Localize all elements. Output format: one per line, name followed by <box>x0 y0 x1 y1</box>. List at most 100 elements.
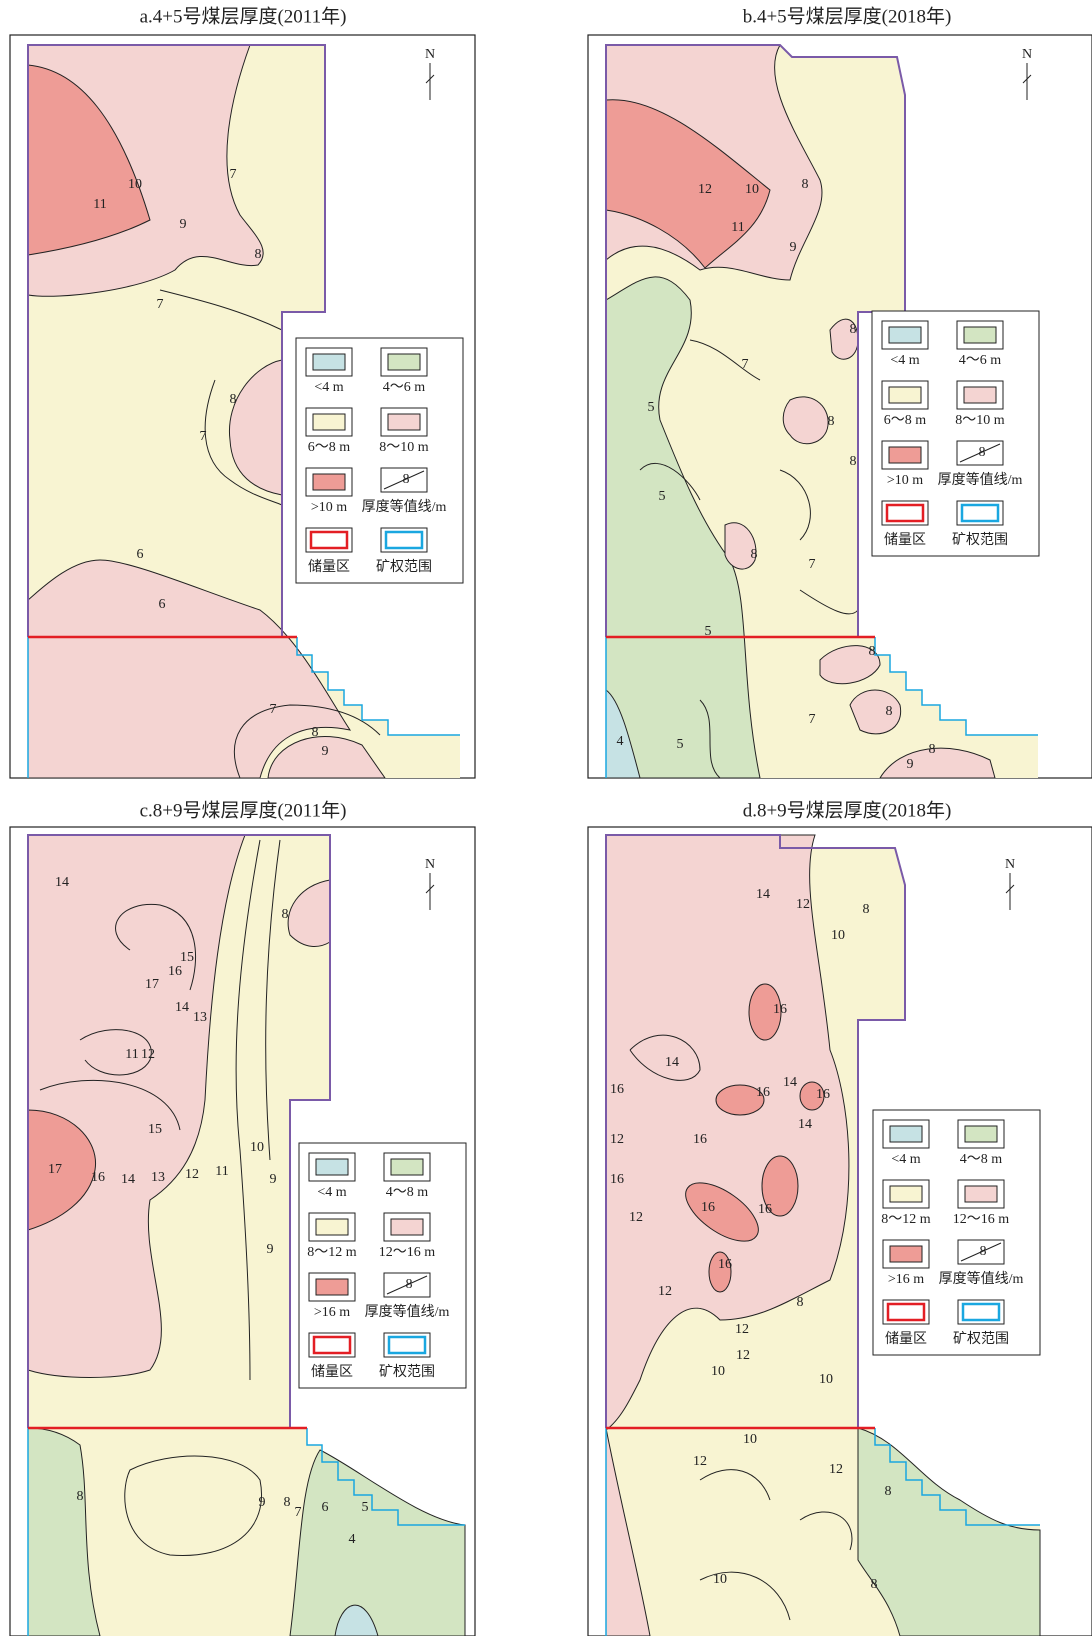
contour-label: 12 <box>629 1210 643 1225</box>
panel-title: c.8+9号煤层厚度(2011年) <box>140 799 347 821</box>
contour-label: 16 <box>693 1132 707 1147</box>
contour-label: 7 <box>157 297 164 312</box>
contour-label: 16 <box>610 1082 624 1097</box>
contour-label: 10 <box>128 177 142 192</box>
legend-label: 厚度等值线/m <box>365 1303 450 1320</box>
contour-label: 7 <box>230 167 237 182</box>
contour-label: 12 <box>141 1047 155 1062</box>
legend-label: 4～8 m <box>386 1185 428 1200</box>
contour-label: 17 <box>145 977 159 992</box>
contour-label: 12 <box>693 1454 707 1469</box>
contour-label: 14 <box>55 875 69 890</box>
contour-label: 8 <box>230 392 237 407</box>
contour-label: 11 <box>93 197 106 212</box>
contour-label: 10 <box>711 1364 725 1379</box>
contour-label: 11 <box>125 1047 138 1062</box>
legend-swatch <box>314 1337 350 1353</box>
contour-label: 9 <box>267 1242 274 1257</box>
legend-label: 矿权范围 <box>953 1330 1009 1347</box>
contour-label: 8 <box>850 322 857 337</box>
contour-label: 8 <box>885 1484 892 1499</box>
contour-label: 9 <box>180 217 187 232</box>
north-label: N <box>425 857 435 872</box>
legend-label: >16 m <box>888 1272 924 1287</box>
legend-label: 矿权范围 <box>379 1363 435 1380</box>
legend-swatch <box>313 474 345 490</box>
contour-label: 4 <box>349 1532 356 1547</box>
legend-label: 厚度等值线/m <box>939 1270 1024 1287</box>
contour-label: 7 <box>200 429 207 444</box>
contour-label: 8 <box>863 902 870 917</box>
legend-label: 矿权范围 <box>376 558 432 575</box>
contour-label: 16 <box>758 1202 772 1217</box>
contour-label: 16 <box>756 1085 770 1100</box>
contour-label: 12 <box>658 1284 672 1299</box>
contour-label: 12 <box>698 182 712 197</box>
contour-label: 8 <box>312 725 319 740</box>
north-label: N <box>1022 47 1032 62</box>
legend-label: 6～8 m <box>308 440 350 455</box>
contour-label: 10 <box>745 182 759 197</box>
contour-label: 8 <box>802 177 809 192</box>
contour-label: 9 <box>259 1495 266 1510</box>
legend-label: 矿权范围 <box>952 531 1008 548</box>
contour-label: 14 <box>121 1172 135 1187</box>
contour-label: 8 <box>797 1295 804 1310</box>
contour-label: 8 <box>850 454 857 469</box>
legend-label: <4 m <box>891 1152 920 1167</box>
north-label: N <box>425 47 435 62</box>
legend-swatch <box>888 1304 924 1320</box>
contour-label: 9 <box>790 240 797 255</box>
legend-label: 储量区 <box>885 1331 927 1347</box>
legend-swatch <box>963 1304 999 1320</box>
contour-label: 6 <box>322 1500 329 1515</box>
contour-label: 8 <box>77 1489 84 1504</box>
contour-label: 14 <box>783 1075 797 1090</box>
contour-label: 10 <box>819 1372 833 1387</box>
legend-label: <4 m <box>314 380 343 395</box>
contour-label: 17 <box>48 1162 62 1177</box>
contour-label: 4 <box>617 734 624 749</box>
contour-label: 11 <box>731 220 744 235</box>
contour-label: 16 <box>701 1200 715 1215</box>
contour-label: 12 <box>829 1462 843 1477</box>
legend-swatch <box>316 1279 348 1295</box>
legend-swatch <box>313 414 345 430</box>
figure: a.4+5号煤层厚度(2011年)101179878766789N<4 m4～6… <box>0 0 1092 1636</box>
legend-label: 8～12 m <box>881 1212 930 1227</box>
north-label: N <box>1005 857 1015 872</box>
legend-label: 6～8 m <box>884 413 926 428</box>
legend-label: 4～8 m <box>960 1152 1002 1167</box>
legend-label: >10 m <box>311 500 347 515</box>
contour-label: 5 <box>677 737 684 752</box>
contour-label: 7 <box>809 557 816 572</box>
contour-label: 9 <box>322 744 329 759</box>
contour-label: 16 <box>91 1170 105 1185</box>
contour-label: 12 <box>185 1167 199 1182</box>
legend-swatch <box>890 1186 922 1202</box>
contour-label: 5 <box>648 400 655 415</box>
contour-label: 5 <box>659 489 666 504</box>
contour-label: 7 <box>742 357 749 372</box>
legend-label: 8～10 m <box>955 413 1004 428</box>
legend-swatch <box>889 387 921 403</box>
legend-swatch <box>964 387 996 403</box>
contour-label: 11 <box>215 1164 228 1179</box>
contour-label: 16 <box>610 1172 624 1187</box>
contour-label: 10 <box>831 928 845 943</box>
contour-label: 13 <box>151 1170 165 1185</box>
legend-swatch <box>391 1159 423 1175</box>
panel-title: a.4+5号煤层厚度(2011年) <box>140 5 347 27</box>
legend-label: 4～6 m <box>959 353 1001 368</box>
contour-label: 8 <box>751 547 758 562</box>
contour-label: 9 <box>270 1172 277 1187</box>
legend-label: 厚度等值线/m <box>362 498 447 515</box>
contour-label: 12 <box>735 1322 749 1337</box>
legend-contour-value: 8 <box>980 1244 987 1259</box>
contour-label: 16 <box>816 1087 830 1102</box>
contour-label: 6 <box>137 547 144 562</box>
legend-label: 8～12 m <box>307 1245 356 1260</box>
contour-label: 15 <box>148 1122 162 1137</box>
contour-label: 14 <box>798 1117 812 1132</box>
contour-label: 12 <box>796 897 810 912</box>
